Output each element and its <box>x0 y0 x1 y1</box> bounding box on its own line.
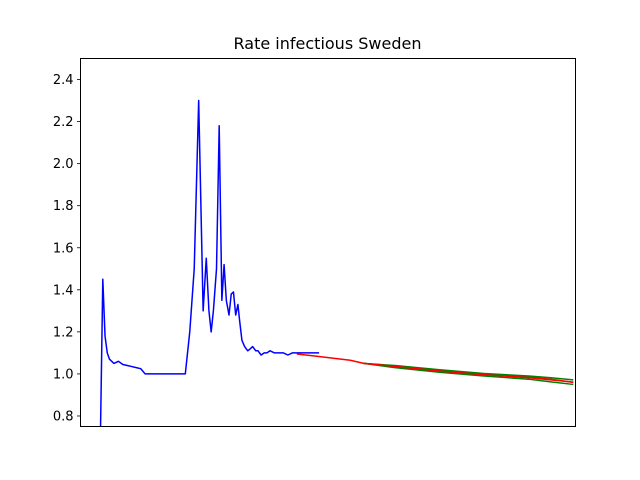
chart-title: Rate infectious Sweden <box>234 34 422 53</box>
y-axis: 0.8 1.0 1.2 1.4 1.6 1.8 2.0 2.2 2.4 <box>53 73 81 424</box>
y-tick-label: 1.2 <box>53 325 74 340</box>
y-tick-label: 1.6 <box>53 241 74 256</box>
series-line-3 <box>363 362 574 381</box>
series-line-4 <box>363 362 574 386</box>
series-line-5 <box>363 362 574 383</box>
series-line-1 <box>99 99 320 427</box>
y-tick-label: 0.8 <box>53 409 74 424</box>
plot-frame <box>80 58 576 427</box>
series-layer <box>99 99 574 427</box>
y-tick-label: 2.4 <box>53 73 74 88</box>
y-tick-label: 1.4 <box>53 283 74 298</box>
y-tick-label: 2.0 <box>53 157 74 172</box>
y-tick-label: 2.2 <box>53 115 74 130</box>
y-tick-label: 1.0 <box>53 367 74 382</box>
y-tick-label: 1.8 <box>53 199 74 214</box>
